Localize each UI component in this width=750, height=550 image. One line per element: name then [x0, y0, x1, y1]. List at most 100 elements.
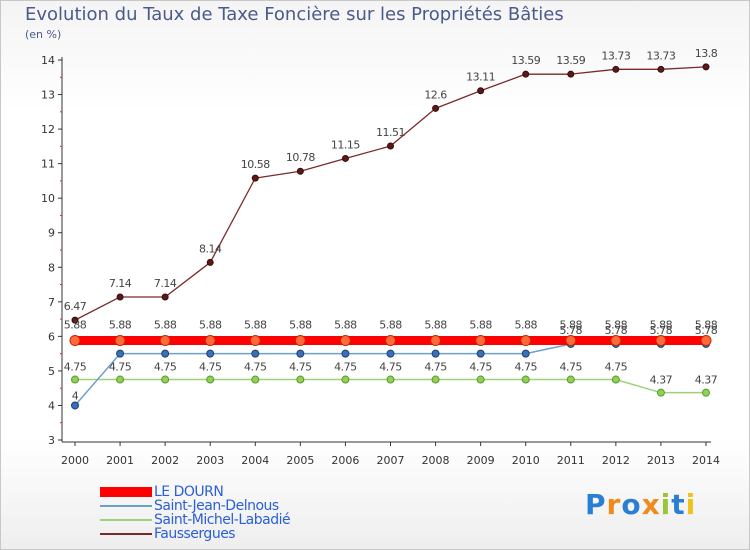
- y-tick-label: 12: [41, 123, 55, 136]
- data-point: [520, 335, 532, 347]
- data-point: [159, 335, 171, 347]
- data-label: 12.6: [424, 88, 447, 101]
- data-label: 11.15: [331, 138, 360, 151]
- data-point: [655, 335, 667, 347]
- x-tick-label: 2009: [467, 454, 495, 467]
- data-point: [565, 335, 577, 347]
- data-label: 13.59: [511, 54, 540, 67]
- y-tick-label: 4: [48, 399, 55, 412]
- data-label: 5.88: [244, 319, 267, 332]
- data-label: 4.75: [424, 361, 447, 374]
- legend-swatch-saint-michel-labadie: [100, 519, 152, 521]
- data-point: [339, 335, 351, 347]
- data-point: [116, 375, 125, 384]
- x-tick-label: 2003: [196, 454, 224, 467]
- data-label: 5.88: [334, 319, 357, 332]
- data-label: 13.73: [646, 49, 675, 62]
- x-tick-label: 2010: [512, 454, 540, 467]
- data-point: [206, 258, 214, 266]
- data-point: [161, 349, 170, 358]
- data-label: 5.78: [605, 324, 628, 337]
- logo-letter: P: [585, 488, 607, 521]
- data-label: 4.75: [469, 361, 492, 374]
- x-tick-label: 2012: [602, 454, 630, 467]
- x-tick-label: 2014: [692, 454, 720, 467]
- data-label: 5.78: [695, 324, 718, 337]
- legend-swatch-le-dourn: [100, 487, 152, 497]
- logo-letter: r: [606, 488, 622, 521]
- data-label: 5.88: [695, 319, 718, 332]
- y-tick-label: 5: [48, 365, 55, 378]
- data-label: 13.59: [556, 54, 585, 67]
- data-point: [161, 375, 170, 384]
- data-point: [431, 375, 440, 384]
- data-label: 4.75: [514, 361, 537, 374]
- data-label: 5.88: [199, 319, 222, 332]
- data-point: [476, 375, 485, 384]
- data-label: 7.14: [109, 277, 132, 290]
- logo-letter: o: [621, 488, 642, 521]
- data-label: 4.37: [695, 374, 718, 387]
- data-label: 5.78: [650, 324, 673, 337]
- chart-title: Evolution du Taux de Taxe Foncière sur l…: [25, 4, 564, 25]
- data-label: 4.75: [244, 361, 267, 374]
- data-label: 13.11: [466, 71, 495, 84]
- data-label: 4.75: [334, 361, 357, 374]
- data-label: 6.47: [64, 300, 87, 313]
- data-point: [296, 375, 305, 384]
- data-point: [702, 388, 710, 397]
- data-point: [71, 375, 79, 384]
- logo-letter: i: [660, 488, 672, 521]
- data-point: [69, 335, 81, 347]
- data-point: [567, 70, 575, 78]
- legend-swatch-faussergues: [100, 533, 152, 535]
- legend-item-saint-jean-delnous: Saint-Jean-Delnous: [100, 499, 290, 513]
- data-point: [204, 335, 216, 347]
- legend-label: Faussergues: [154, 526, 236, 542]
- data-label: 5.88: [64, 319, 87, 332]
- data-label: 7.14: [154, 277, 177, 290]
- data-label: 5.78: [560, 324, 583, 337]
- data-point: [700, 335, 712, 347]
- data-label: 5.88: [424, 319, 447, 332]
- x-tick-label: 2002: [151, 454, 179, 467]
- data-label: 4.75: [560, 361, 583, 374]
- data-point: [161, 293, 169, 301]
- data-point: [296, 349, 305, 358]
- data-label: 4.75: [379, 361, 402, 374]
- data-point: [476, 349, 485, 358]
- x-tick-label: 2007: [377, 454, 405, 467]
- logo-letter: x: [641, 488, 661, 521]
- y-tick-label: 9: [48, 227, 55, 240]
- data-point: [206, 349, 215, 358]
- y-tick-label: 11: [41, 158, 55, 171]
- data-point: [432, 104, 440, 112]
- x-tick-label: 2001: [106, 454, 134, 467]
- y-tick-label: 10: [41, 192, 55, 205]
- x-tick-label: 2011: [557, 454, 585, 467]
- x-tick-label: 2005: [286, 454, 314, 467]
- data-point: [114, 335, 126, 347]
- legend-label: LE DOURN: [154, 484, 224, 500]
- data-label: 8.14: [199, 242, 222, 255]
- logo-letter: t: [671, 488, 686, 521]
- data-point: [657, 65, 665, 73]
- data-label: 4.75: [154, 361, 177, 374]
- x-tick-label: 2004: [241, 454, 269, 467]
- data-point: [294, 335, 306, 347]
- legend-item-faussergues: Faussergues: [100, 527, 290, 541]
- y-tick-label: 13: [41, 89, 55, 102]
- data-point: [385, 335, 396, 347]
- proxiti-logo: Proxiti: [585, 488, 696, 521]
- data-label: 5.88: [514, 319, 537, 332]
- x-tick-label: 2008: [422, 454, 450, 467]
- data-label: 5.88: [650, 319, 673, 332]
- data-point: [610, 335, 622, 347]
- data-point: [296, 167, 304, 175]
- data-point: [341, 154, 349, 162]
- data-point: [611, 375, 620, 384]
- data-point: [521, 349, 530, 358]
- data-point: [387, 142, 394, 150]
- data-label: 10.78: [286, 151, 315, 164]
